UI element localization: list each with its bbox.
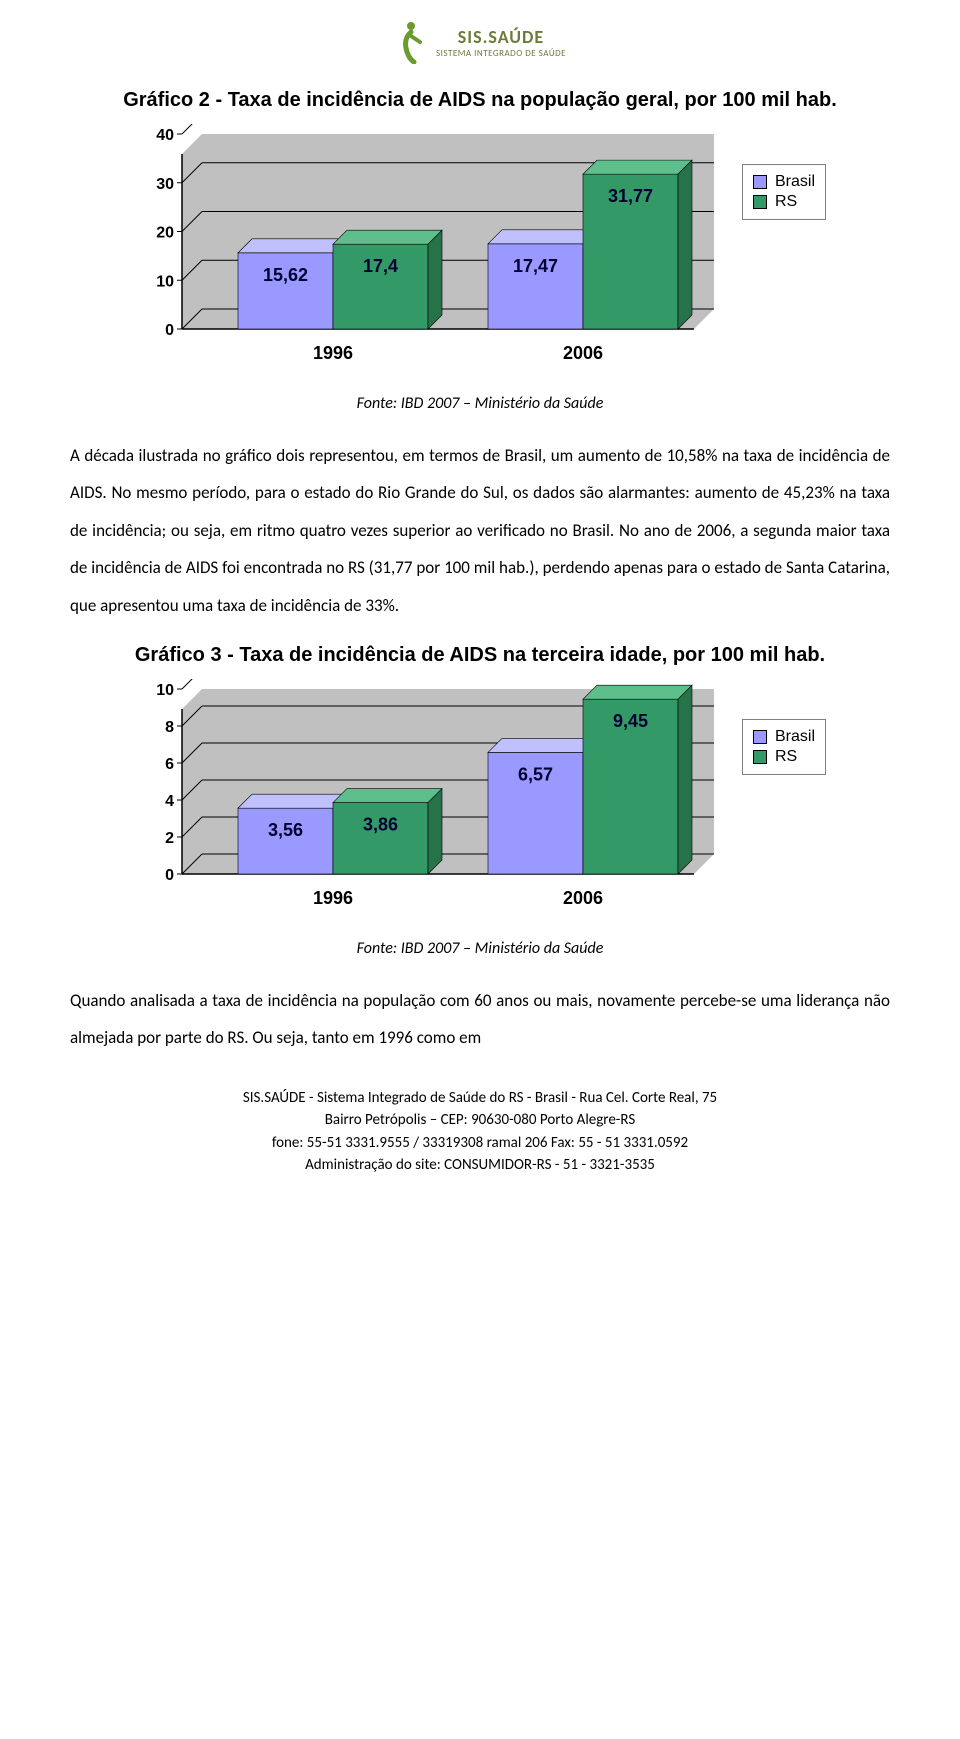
svg-text:31,77: 31,77 xyxy=(608,186,653,206)
legend-item: Brasil xyxy=(753,173,815,191)
svg-text:10: 10 xyxy=(156,273,174,290)
logo-sub-text: SISTEMA INTEGRADO DE SAÚDE xyxy=(436,48,566,59)
chart2: Gráfico 2 - Taxa de incidência de AIDS n… xyxy=(70,89,890,374)
legend-label: Brasil xyxy=(775,173,815,191)
chart2-title: Gráfico 2 - Taxa de incidência de AIDS n… xyxy=(70,89,890,112)
footer-line4: Administração do site: CONSUMIDOR-RS - 5… xyxy=(70,1154,890,1177)
chart2-legend: Brasil RS xyxy=(742,164,826,220)
svg-text:1996: 1996 xyxy=(313,888,353,908)
svg-text:17,47: 17,47 xyxy=(513,256,558,276)
svg-text:8: 8 xyxy=(165,719,174,736)
svg-text:9,45: 9,45 xyxy=(613,711,648,731)
footer-line3: fone: 55-51 3331.9555 / 33319308 ramal 2… xyxy=(70,1132,890,1155)
chart2-source: Fonte: IBD 2007 – Ministério da Saúde xyxy=(70,394,890,413)
svg-text:3,56: 3,56 xyxy=(268,820,303,840)
logo-main-text: SIS.SAÚDE xyxy=(436,26,566,48)
svg-text:20: 20 xyxy=(156,225,174,242)
legend-swatch xyxy=(753,195,767,209)
svg-text:10: 10 xyxy=(156,682,174,699)
chart3-source: Fonte: IBD 2007 – Ministério da Saúde xyxy=(70,939,890,958)
svg-text:1996: 1996 xyxy=(313,343,353,363)
footer-line1: SIS.SAÚDE - Sistema Integrado de Saúde d… xyxy=(70,1087,890,1110)
svg-text:2: 2 xyxy=(165,830,174,847)
footer-line2: Bairro Petrópolis – CEP: 90630-080 Porto… xyxy=(70,1109,890,1132)
svg-text:6,57: 6,57 xyxy=(518,764,553,784)
legend-swatch xyxy=(753,730,767,744)
svg-text:0: 0 xyxy=(165,867,174,884)
svg-text:4: 4 xyxy=(165,793,174,810)
svg-text:15,62: 15,62 xyxy=(263,265,308,285)
logo-icon xyxy=(394,20,428,64)
logo: SIS.SAÚDE SISTEMA INTEGRADO DE SAÚDE xyxy=(394,20,566,64)
chart3: Gráfico 3 - Taxa de incidência de AIDS n… xyxy=(70,644,890,919)
document-page: SIS.SAÚDE SISTEMA INTEGRADO DE SAÚDE Grá… xyxy=(0,0,960,1217)
svg-text:0: 0 xyxy=(165,322,174,339)
chart3-legend: Brasil RS xyxy=(742,719,826,775)
chart2-svg: 0 10 20 30 40 15,62 17,4 1996 17,47 31,77 2006 xyxy=(134,124,724,374)
svg-text:2006: 2006 xyxy=(563,343,603,363)
legend-swatch xyxy=(753,175,767,189)
svg-text:2006: 2006 xyxy=(563,888,603,908)
legend-swatch xyxy=(753,750,767,764)
legend-label: RS xyxy=(775,193,797,211)
chart3-plot: 0 2 4 6 8 10 3,56 3,86 1996 6,57 9,45 2006 xyxy=(134,679,724,919)
footer: SIS.SAÚDE - Sistema Integrado de Saúde d… xyxy=(70,1087,890,1177)
chart2-plot: 0 10 20 30 40 15,62 17,4 1996 17,47 31,77 2006 xyxy=(134,124,724,374)
legend-label: RS xyxy=(775,748,797,766)
chart2-body: 0 10 20 30 40 15,62 17,4 1996 17,47 31,77 2006 Bra… xyxy=(70,124,890,374)
chart3-title: Gráfico 3 - Taxa de incidência de AIDS n… xyxy=(70,644,890,667)
svg-text:40: 40 xyxy=(156,127,174,144)
svg-text:30: 30 xyxy=(156,176,174,193)
svg-text:6: 6 xyxy=(165,756,174,773)
legend-item: RS xyxy=(753,193,815,211)
legend-item: RS xyxy=(753,748,815,766)
chart3-svg: 0 2 4 6 8 10 3,56 3,86 1996 6,57 9,45 2006 xyxy=(134,679,724,919)
svg-text:17,4: 17,4 xyxy=(363,256,398,276)
paragraph-2: Quando analisada a taxa de incidência na… xyxy=(70,982,890,1057)
chart3-body: 0 2 4 6 8 10 3,56 3,86 1996 6,57 9,45 2006 Brasil RS xyxy=(70,679,890,919)
svg-text:3,86: 3,86 xyxy=(363,815,398,835)
header-logo: SIS.SAÚDE SISTEMA INTEGRADO DE SAÚDE xyxy=(70,20,890,69)
paragraph-1: A década ilustrada no gráfico dois repre… xyxy=(70,437,890,624)
legend-label: Brasil xyxy=(775,728,815,746)
legend-item: Brasil xyxy=(753,728,815,746)
